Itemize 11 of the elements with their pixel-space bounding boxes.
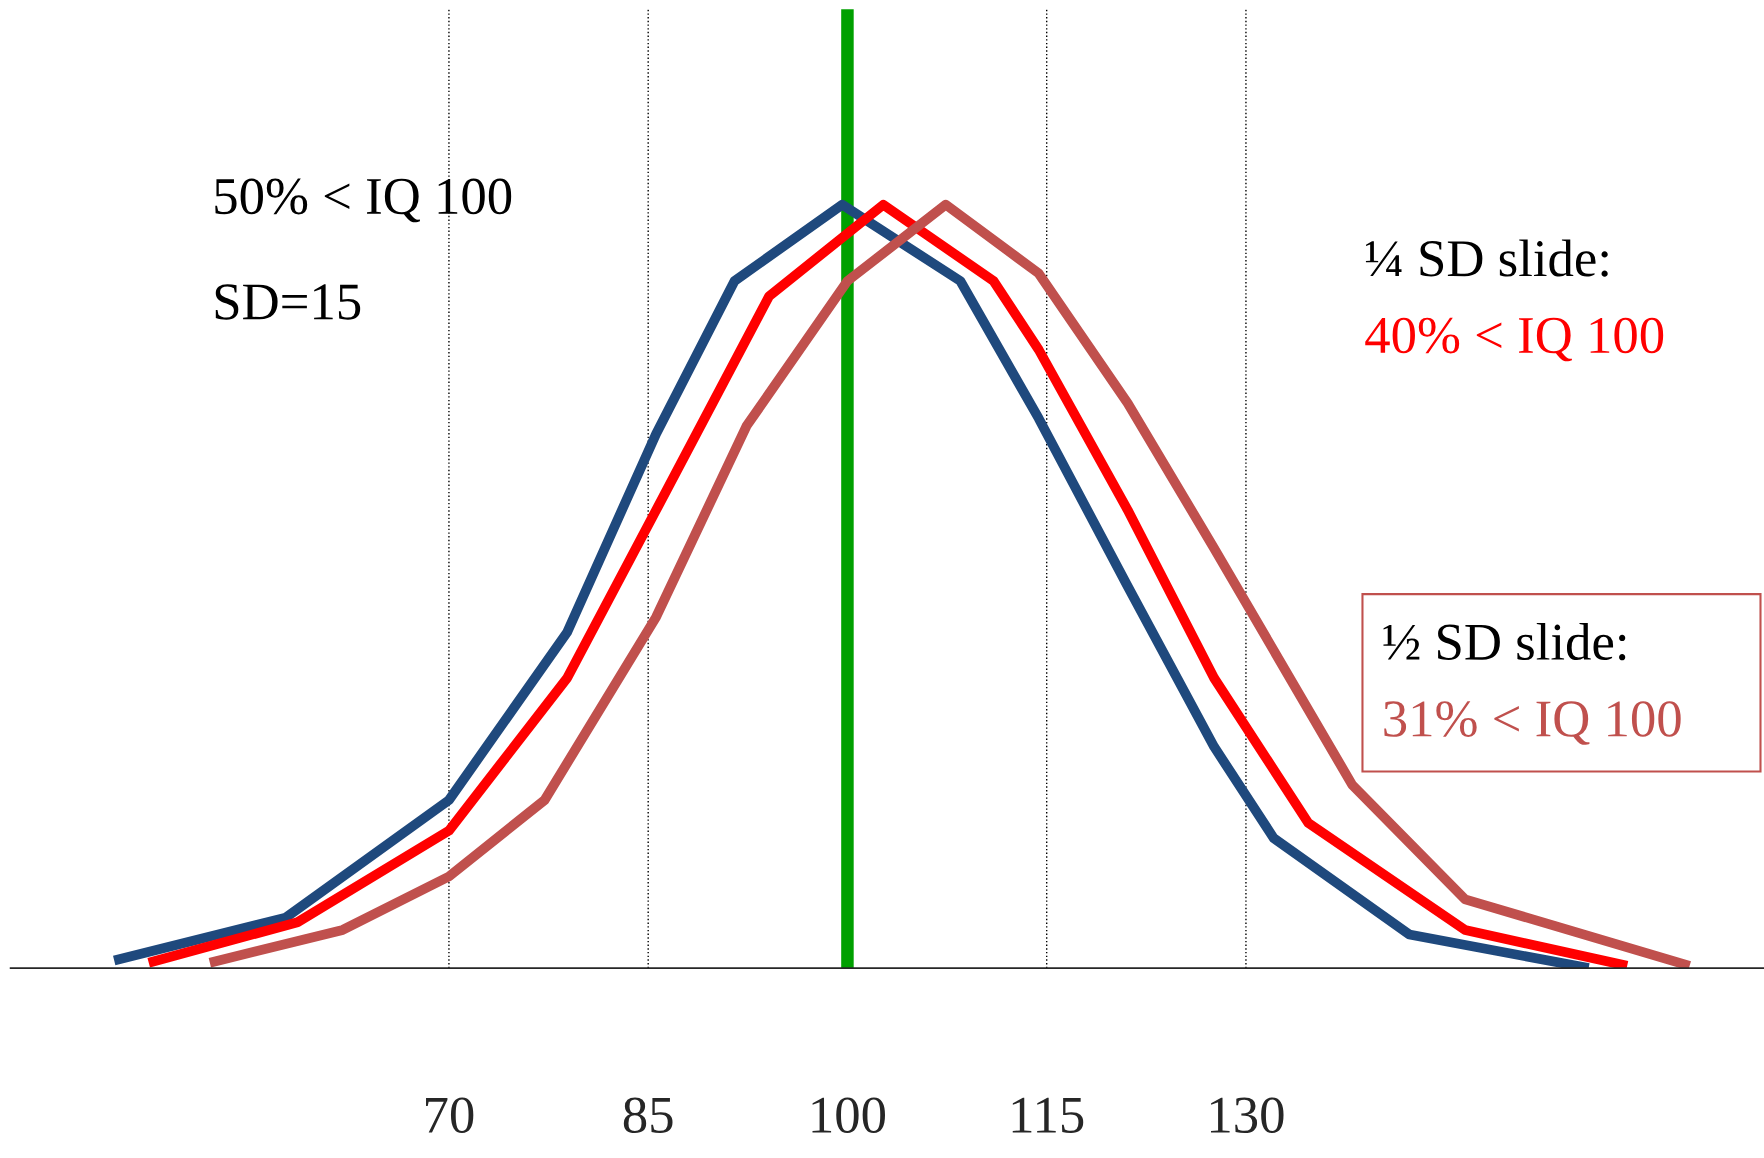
annotation: 31% < IQ 100 (1384, 701, 1681, 745)
annotation: 40% < IQ 100 (1365, 317, 1664, 362)
x-tick-label: 100 (812, 1097, 886, 1134)
annotation: ½ SD slide: (1383, 622, 1626, 661)
annotation: 50% < IQ 100 (215, 178, 512, 223)
annotation: SD=15 (215, 284, 361, 320)
x-tick-label: 115 (1012, 1097, 1084, 1134)
x-tick-label: 70 (426, 1097, 474, 1134)
annotation: ¼ SD slide: (1365, 239, 1608, 277)
x-tick-label: 130 (1211, 1097, 1284, 1134)
x-tick-label: 85 (623, 1097, 673, 1134)
